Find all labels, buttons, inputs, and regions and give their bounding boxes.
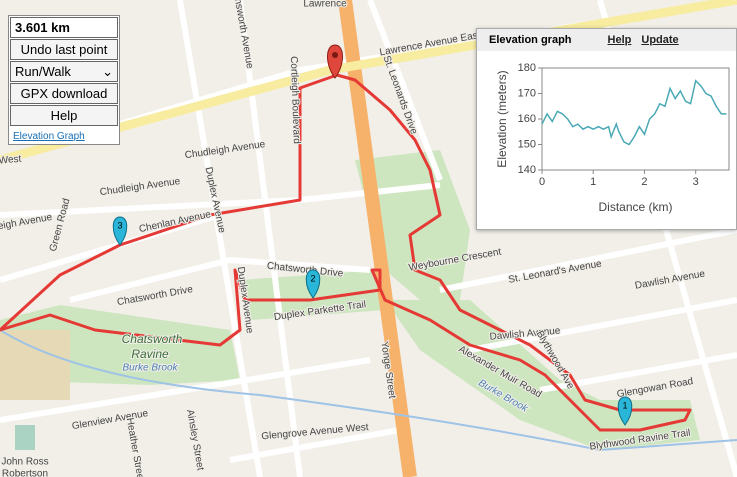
street-label: Lawrence	[303, 0, 347, 10]
street-label: Ravine	[131, 347, 169, 361]
undo-button[interactable]: Undo last point	[10, 39, 118, 60]
route-marker[interactable]: 2	[305, 269, 321, 299]
street-label: Glengowan Road	[616, 376, 694, 400]
y-axis-label: Elevation (meters)	[495, 70, 509, 167]
route-marker[interactable]: 1	[617, 396, 633, 426]
elevation-title-bar: Elevation graph Help Update	[477, 29, 736, 51]
street-label: Chudleigh Avenue	[184, 139, 266, 161]
x-tick-label: 0	[539, 176, 545, 188]
marker-label: 3	[117, 220, 122, 230]
marker-pin	[617, 396, 633, 426]
mode-select[interactable]: Run/Walk ⌄	[10, 61, 118, 82]
elevation-link[interactable]: Elevation Graph	[13, 131, 85, 142]
route	[0, 73, 692, 432]
distance: 3.601 km	[10, 17, 118, 38]
street-label: West	[0, 154, 22, 167]
street-label: Duplex Avenue	[203, 166, 228, 234]
street-label: Burke Brook	[122, 363, 178, 374]
x-tick-label: 2	[641, 176, 647, 188]
y-tick-label: 160	[518, 113, 536, 125]
gpx-button[interactable]: GPX download	[10, 83, 118, 104]
street-label: Green Road	[48, 197, 73, 252]
burke-brook	[0, 329, 737, 452]
marker-pin	[112, 216, 128, 246]
elevation-title: Elevation graph	[489, 34, 572, 46]
help-button[interactable]: Help	[10, 105, 118, 126]
street-label: Ainsley Street	[184, 409, 206, 472]
street-label: Heather Street	[124, 417, 146, 477]
help-link[interactable]: Help	[607, 34, 632, 46]
route-markers: 1 2 3	[112, 216, 633, 426]
street-label: St. Leonard's Avenue	[507, 258, 602, 285]
start-marker[interactable]	[327, 44, 343, 79]
street-label: Chudleigh Avenue	[99, 176, 181, 198]
y-tick-label: 140	[518, 164, 536, 176]
mode-value: Run/Walk	[15, 64, 71, 79]
elevation-chart: 140 150 160 170 180 0 1 2 3 Distance (km) Elevatio…	[495, 62, 730, 214]
marker-label: 1	[622, 400, 627, 410]
marker-pin	[305, 269, 321, 299]
plot-frame	[541, 67, 730, 171]
street-label: Cortleigh Boulevard	[288, 56, 302, 144]
control-panel: 3.601 km Undo last point Run/Walk ⌄ GPX …	[8, 15, 120, 145]
street-label: Chatsworth	[122, 332, 183, 346]
x-axis-label: Distance (km)	[598, 200, 672, 214]
x-tick-label: 3	[693, 176, 699, 188]
elevation-line	[541, 79, 727, 146]
x-tick-label: 1	[590, 176, 596, 188]
street-label: Dawlish Avenue	[634, 268, 706, 291]
street-label: John Ross	[1, 457, 48, 468]
route-marker[interactable]: 3	[112, 216, 128, 246]
y-tick-label: 150	[518, 138, 536, 150]
y-tick-label: 180	[518, 62, 536, 74]
y-tick-label: 170	[518, 87, 536, 99]
update-link[interactable]: Update	[641, 34, 679, 46]
street-label: Unsworth Avenue	[231, 0, 255, 70]
street-label: Robertson	[2, 469, 48, 477]
marker-label: 2	[310, 273, 315, 283]
elevation-window: Elevation graph Help Update 140 150 160 170…	[476, 28, 737, 230]
